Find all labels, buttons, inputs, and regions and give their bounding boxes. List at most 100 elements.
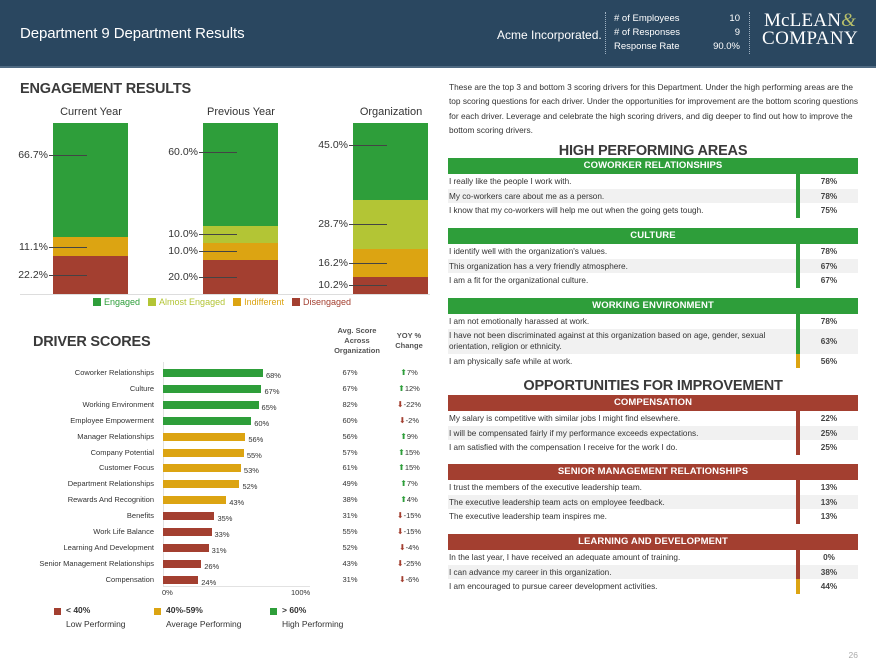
- question-row: I will be compensated fairly if my perfo…: [448, 425, 858, 441]
- engagement-value-label: 66.7%: [18, 148, 48, 161]
- question-row: I know that my co-workers will help me o…: [448, 203, 858, 219]
- block-header: LEARNING AND DEVELOPMENT: [448, 534, 858, 550]
- stat-value: 10: [729, 13, 740, 24]
- legend-swatch: [233, 298, 242, 306]
- intro-text: These are the top 3 and bottom 3 scoring…: [449, 82, 859, 135]
- driver-row: Manager Relationships 56% 56% ⬆9%: [0, 429, 440, 444]
- engagement-leader-line: [199, 151, 237, 153]
- page-number: 26: [848, 650, 858, 660]
- arrow-up-icon: ⬆: [398, 447, 405, 457]
- driver-name: Working Environment: [82, 399, 154, 409]
- arrow-up-icon: ⬆: [400, 479, 407, 489]
- yoy-value: -2%: [405, 415, 420, 425]
- driver-value: 31%: [211, 545, 227, 555]
- question-row: The executive leadership team inspires m…: [448, 509, 858, 525]
- question-row: My salary is competitive with similar jo…: [448, 411, 858, 426]
- engagement-leader-line: [349, 224, 387, 226]
- driver-value: 68%: [265, 371, 281, 380]
- engagement-value-label: 10.2%: [318, 279, 348, 292]
- driver-yoy-change: ⬇-6%: [393, 575, 425, 584]
- question-text: My co-workers care about me as a person.: [449, 191, 605, 201]
- score-indicator: [796, 564, 800, 580]
- driver-bar: [163, 559, 202, 568]
- arrow-up-icon: ⬆: [398, 383, 405, 393]
- yoy-value: -22%: [403, 399, 422, 409]
- legend-label: Average Performing: [166, 619, 242, 629]
- block-header: WORKING ENVIRONMENT: [448, 298, 858, 314]
- engagement-value-label: 16.2%: [318, 256, 348, 269]
- engagement-value-label: 20.0%: [168, 270, 198, 283]
- driver-row: Department Relationships 52% 49% ⬆7%: [0, 476, 440, 491]
- engagement-segment-engaged: [53, 123, 128, 238]
- score-indicator: [796, 258, 800, 274]
- legend-item-disengaged: Disengaged: [291, 297, 351, 307]
- page-title: Department 9 Department Results: [20, 25, 245, 42]
- driver-yoy-change: ⬇-15%: [393, 527, 425, 536]
- driver-bar: [163, 496, 227, 505]
- arrow-down-icon: ⬇: [396, 399, 404, 409]
- score-indicator: [796, 244, 800, 259]
- engagement-leader-line: [349, 285, 387, 287]
- driver-yoy-change: ⬇-22%: [393, 400, 425, 409]
- driver-yoy-change: ⬇-4%: [393, 543, 425, 552]
- driver-org-average: 31%: [342, 574, 358, 584]
- arrow-up-icon: ⬆: [400, 368, 407, 377]
- engagement-value-label: 60.0%: [168, 145, 198, 158]
- driver-name: Work Life Balance: [93, 527, 154, 536]
- yoy-value: 7%: [406, 479, 418, 489]
- driver-row: Senior Management Relationships 26% 43% ⬇-2…: [0, 556, 440, 571]
- driver-value: 26%: [204, 561, 220, 571]
- question-score: 22%: [820, 413, 838, 423]
- score-indicator: [796, 440, 800, 456]
- question-score: 56%: [820, 356, 838, 366]
- company-name: Acme Incorporated.: [497, 28, 602, 42]
- legend-swatch: [270, 608, 277, 615]
- arrow-down-icon: ⬇: [398, 415, 406, 425]
- driver-org-average: 38%: [342, 495, 358, 505]
- driver-org-average: 60%: [342, 415, 358, 425]
- engagement-legend: Engaged Almost Engaged Indifferent Disengag…: [93, 297, 351, 307]
- driver-org-average: 49%: [342, 479, 358, 489]
- question-score: 25%: [820, 443, 838, 453]
- yoy-value: 9%: [406, 431, 418, 441]
- question-text: I have not been discriminated against at…: [449, 331, 766, 352]
- engagement-value-label: 10.0%: [168, 228, 198, 241]
- org-avg-header: Avg. Score Across Organization: [334, 326, 380, 355]
- question-score: 67%: [820, 261, 838, 271]
- driver-yoy-change: ⬆12%: [393, 384, 425, 393]
- arrow-down-icon: ⬇: [398, 542, 406, 552]
- yoy-value: -25%: [403, 558, 422, 568]
- block-header: COMPENSATION: [448, 395, 858, 411]
- arrow-down-icon: ⬇: [396, 511, 404, 521]
- legend-range: < 40%: [66, 605, 91, 615]
- question-score: 44%: [820, 582, 838, 592]
- driver-name: Compensation: [105, 574, 154, 584]
- question-row: I can advance my career in this organiza…: [448, 564, 858, 580]
- question-text: The executive leadership team acts on em…: [449, 497, 665, 507]
- question-score: 13%: [820, 482, 838, 492]
- driver-bar: [163, 384, 262, 393]
- axis-tick-min: 0%: [162, 588, 173, 597]
- driver-row: Customer Focus 53% 61% ⬆15%: [0, 460, 440, 475]
- engagement-value-label: 10.0%: [168, 245, 198, 258]
- driver-org-average: 67%: [342, 368, 358, 377]
- logo-ampersand: &: [841, 10, 857, 31]
- engagement-leader-line: [49, 275, 87, 277]
- question-text: My salary is competitive with similar jo…: [449, 413, 681, 423]
- driver-bar: [163, 432, 246, 441]
- driver-bar: [163, 512, 215, 521]
- driver-name: Coworker Relationships: [74, 368, 154, 377]
- arrow-down-icon: ⬇: [398, 574, 406, 584]
- driver-yoy-change: ⬆4%: [393, 495, 425, 504]
- question-score: 25%: [820, 428, 838, 438]
- driver-value: 60%: [254, 418, 270, 428]
- driver-bar: [163, 480, 240, 489]
- arrow-up-icon: ⬆: [400, 495, 407, 505]
- engagement-column-title: Previous Year: [207, 106, 275, 118]
- question-row: The executive leadership team acts on em…: [448, 494, 858, 510]
- engagement-column-title: Organization: [359, 106, 423, 118]
- question-score: 78%: [820, 316, 838, 326]
- score-indicator: [796, 579, 800, 595]
- block-header: SENIOR MANAGEMENT RELATIONSHIPS: [448, 464, 858, 480]
- legend-range: > 60%: [282, 605, 307, 615]
